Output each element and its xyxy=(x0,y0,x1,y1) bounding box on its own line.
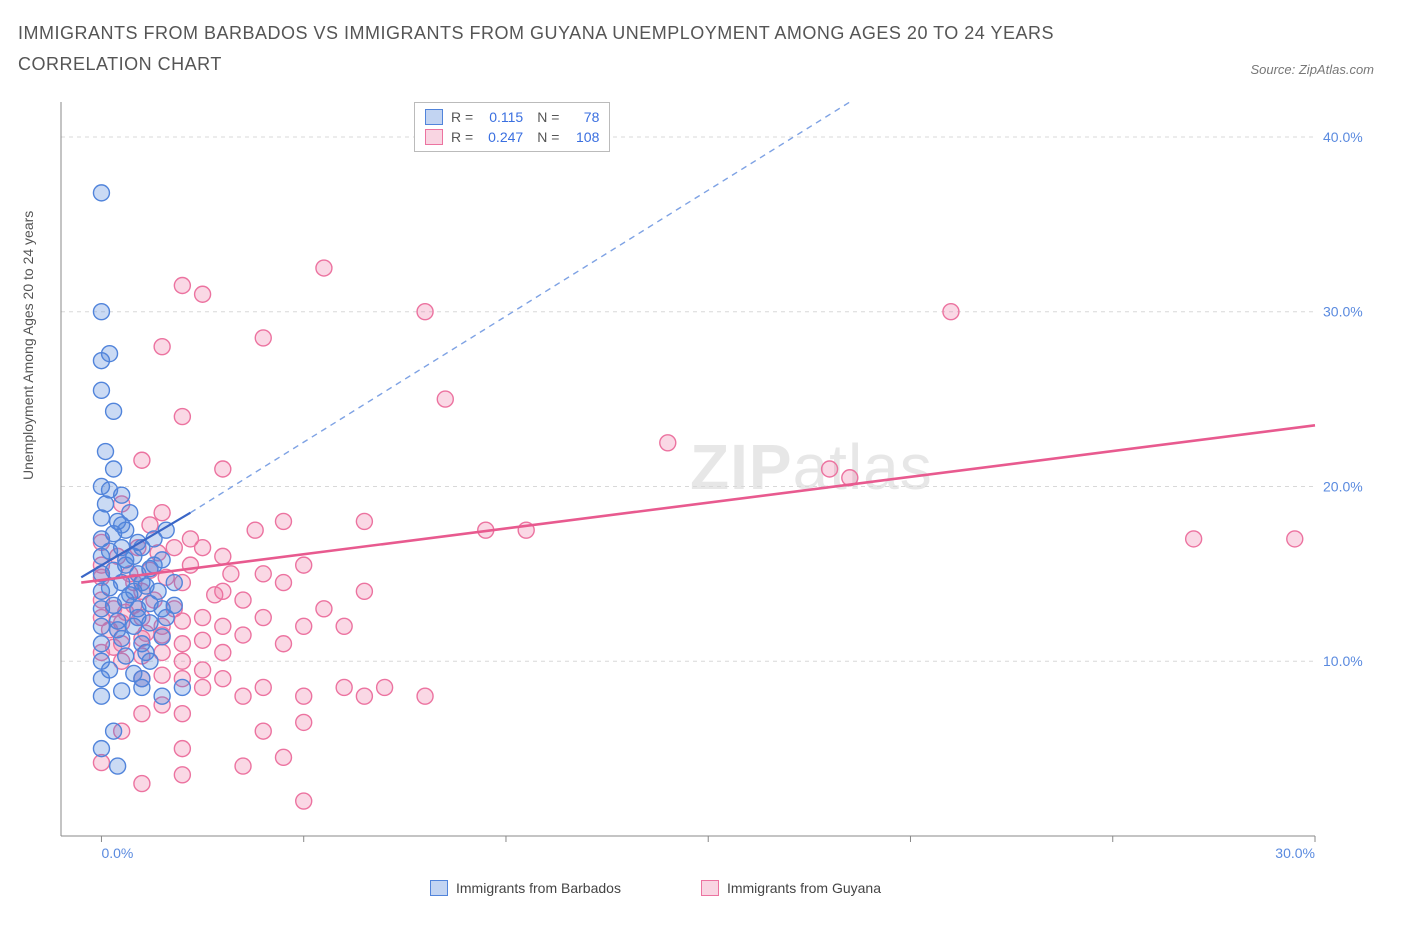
svg-text:40.0%: 40.0% xyxy=(1323,129,1363,145)
legend-item-guyana: Immigrants from Guyana xyxy=(701,880,881,896)
swatch-pink xyxy=(701,880,719,896)
y-axis-label: Unemployment Among Ages 20 to 24 years xyxy=(20,211,36,480)
legend-row-barbados: R = 0.115 N = 78 xyxy=(425,107,599,127)
series-legend: Immigrants from Barbados Immigrants from… xyxy=(430,880,881,896)
legend-row-guyana: R = 0.247 N = 108 xyxy=(425,127,599,147)
source-credit: Source: ZipAtlas.com xyxy=(1250,62,1374,77)
svg-text:30.0%: 30.0% xyxy=(1323,304,1363,320)
swatch-blue xyxy=(425,109,443,125)
legend-item-barbados: Immigrants from Barbados xyxy=(430,880,621,896)
svg-text:10.0%: 10.0% xyxy=(1323,653,1363,669)
swatch-blue xyxy=(430,880,448,896)
correlation-legend: R = 0.115 N = 78 R = 0.247 N = 108 xyxy=(414,102,610,152)
swatch-pink xyxy=(425,129,443,145)
scatter-svg: 10.0% 20.0% 30.0% 40.0% 0.0% 30.0% xyxy=(55,96,1375,866)
svg-text:0.0%: 0.0% xyxy=(101,845,133,861)
plot-area: 10.0% 20.0% 30.0% 40.0% 0.0% 30.0% xyxy=(55,96,1375,866)
svg-text:20.0%: 20.0% xyxy=(1323,478,1363,494)
svg-text:30.0%: 30.0% xyxy=(1275,845,1315,861)
chart-title: IMMIGRANTS FROM BARBADOS VS IMMIGRANTS F… xyxy=(18,18,1118,79)
